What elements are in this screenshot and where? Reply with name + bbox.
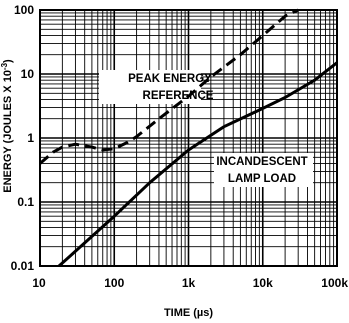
annotation-line: INCANDESCENT — [216, 156, 307, 168]
x-tick-label: 100 — [104, 276, 124, 290]
y-axis-title: ENERGY (JOULES X 10-3) — [0, 59, 14, 193]
y-tick-label: 0.1 — [17, 195, 34, 209]
y-tick-label: 1 — [27, 131, 34, 145]
x-tick-label: 1k — [182, 276, 196, 290]
grid-major — [40, 10, 337, 266]
y-tick-label: 10 — [21, 67, 35, 81]
annotation-line: PEAK ENERGY — [128, 73, 212, 85]
series-incandescent-lamp-load — [57, 61, 338, 268]
x-axis-title: TIME (µs) — [164, 307, 213, 319]
annotation-line: LAMP LOAD — [228, 173, 296, 185]
y-tick-label: 0.01 — [11, 259, 35, 273]
series-layer — [39, 8, 338, 268]
plot-frame — [39, 9, 338, 267]
annotations: PEAK ENERGY REFERENCE INCANDESCENT LAMP LOA… — [128, 73, 308, 185]
annotation-line: REFERENCE — [143, 90, 214, 102]
annotation-background — [99, 70, 201, 104]
annotation-masks — [99, 70, 313, 187]
y-tick-labels: 0.01 0.1 1 10 100 — [11, 3, 35, 273]
x-tick-label: 100k — [321, 276, 348, 290]
x-tick-label: 10k — [253, 276, 273, 290]
x-tick-labels: 10 100 1k 10k 100k — [32, 276, 348, 290]
series-peak-energy-reference — [39, 8, 299, 165]
annotation-background — [214, 153, 313, 187]
x-tick-label: 10 — [32, 276, 46, 290]
y-tick-label: 100 — [14, 3, 34, 17]
